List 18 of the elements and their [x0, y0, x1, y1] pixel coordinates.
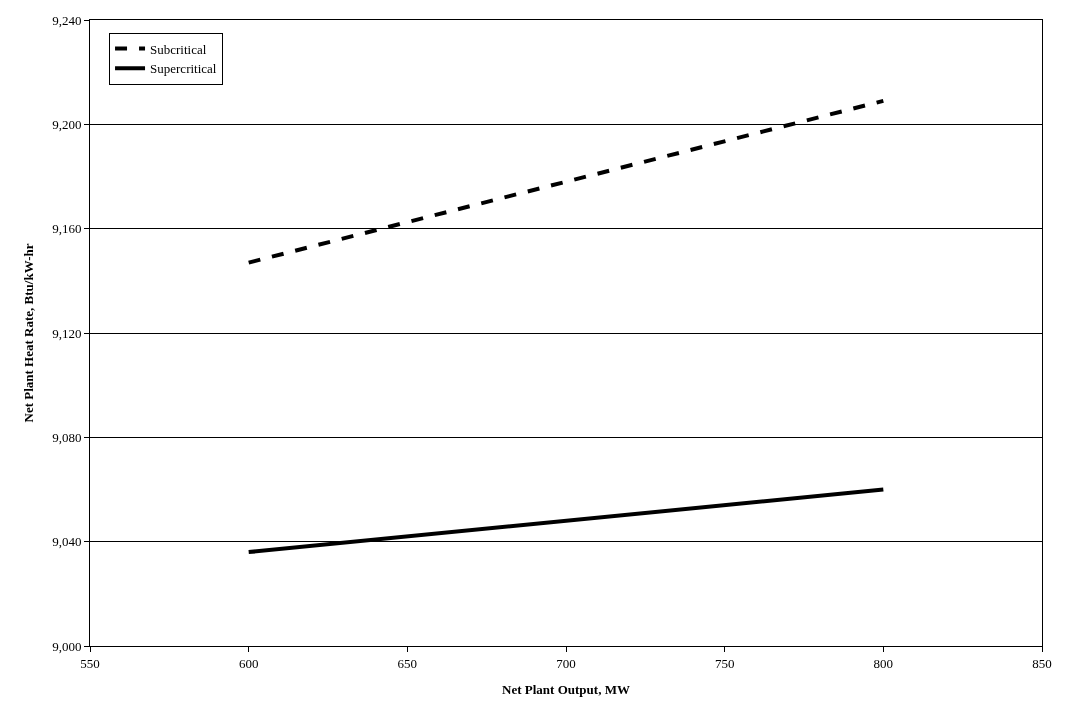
y-tick-label: 9,080	[52, 429, 82, 445]
x-tick-label: 800	[873, 655, 894, 671]
legend-label: Supercritical	[150, 61, 217, 77]
x-tick-label: 750	[714, 655, 735, 671]
y-tick-label: 9,240	[52, 12, 82, 28]
y-tick-label: 9,000	[52, 638, 82, 654]
y-tick-label: 9,200	[52, 116, 82, 132]
x-tick-label: 600	[238, 655, 259, 671]
y-axis-title: Net Plant Heat Rate, Btu/kW-hr	[21, 243, 37, 423]
x-tick-label: 550	[80, 655, 100, 671]
y-tick-label: 9,160	[52, 221, 82, 237]
x-tick-label: 700	[556, 655, 576, 671]
y-tick-label: 9,040	[52, 534, 82, 550]
legend-label: Subcritical	[150, 41, 207, 57]
x-tick-label: 850	[1032, 655, 1052, 671]
y-tick-label: 9,120	[52, 325, 82, 341]
x-axis-title: Net Plant Output, MW	[502, 682, 630, 698]
x-tick-label: 650	[397, 655, 418, 671]
